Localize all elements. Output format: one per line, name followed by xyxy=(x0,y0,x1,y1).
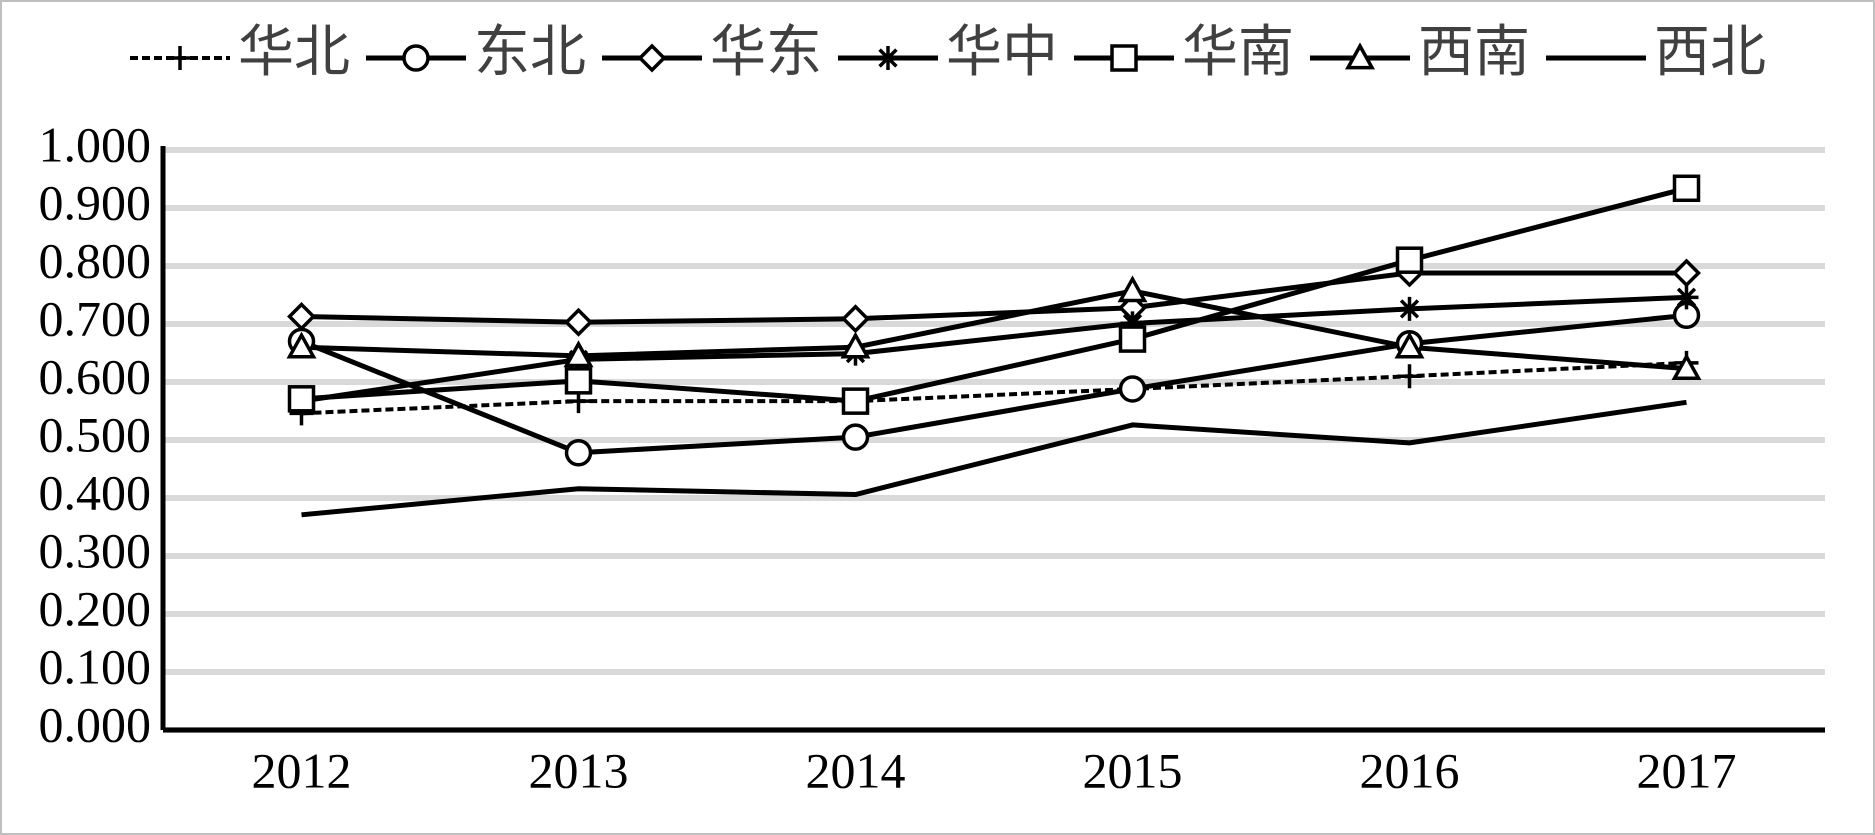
marker xyxy=(402,44,430,72)
x-tick-label: 2014 xyxy=(806,742,906,798)
legend-label: 华北 xyxy=(238,22,350,84)
legend-label: 东北 xyxy=(474,22,586,84)
marker xyxy=(1397,296,1422,321)
series-line xyxy=(301,185,1688,404)
y-tick-label: 0.400 xyxy=(39,464,152,520)
plot xyxy=(286,174,1702,518)
y-tick-label: 0.600 xyxy=(39,348,152,404)
y-tick-label: 0.900 xyxy=(39,174,152,230)
legend-label: 西北 xyxy=(1654,22,1766,84)
y-tick-label: 0.800 xyxy=(39,232,152,288)
marker xyxy=(1672,258,1701,288)
legend-label: 华南 xyxy=(1182,22,1294,84)
marker xyxy=(876,46,900,70)
marker xyxy=(1674,285,1699,310)
marker xyxy=(1110,44,1138,72)
legend-label: 华东 xyxy=(710,22,822,84)
series-line xyxy=(301,399,1687,518)
marker xyxy=(1120,311,1145,336)
marker xyxy=(563,340,594,368)
marker xyxy=(287,385,316,413)
marker xyxy=(1118,375,1147,403)
x-tick-label: 2013 xyxy=(529,742,629,798)
marker xyxy=(1671,353,1702,381)
marker xyxy=(1345,42,1375,70)
marker xyxy=(841,304,870,334)
x-tick-label: 2016 xyxy=(1360,742,1460,798)
marker xyxy=(287,301,316,331)
y-tick-label: 0.300 xyxy=(39,522,152,578)
x-tick-label: 2017 xyxy=(1637,742,1737,798)
marker xyxy=(564,439,593,467)
series-line xyxy=(301,270,1687,325)
marker xyxy=(1397,364,1422,389)
marker xyxy=(564,367,593,395)
marker xyxy=(637,43,667,73)
marker xyxy=(168,46,192,70)
marker xyxy=(564,307,593,337)
marker xyxy=(841,423,870,451)
y-tick-label: 1.000 xyxy=(39,116,152,172)
y-tick-label: 0.100 xyxy=(39,638,152,694)
legend-label: 华中 xyxy=(946,22,1058,84)
marker xyxy=(1118,325,1147,353)
marker xyxy=(1395,246,1424,274)
series-line xyxy=(301,294,1687,404)
y-tick-label: 0.200 xyxy=(39,580,152,636)
marker xyxy=(841,387,870,415)
y-tick-label: 0.700 xyxy=(39,290,152,346)
grid: 0.0000.1000.2000.3000.4000.5000.6000.700… xyxy=(39,116,1825,798)
marker xyxy=(1672,174,1701,203)
y-tick-label: 0.500 xyxy=(39,406,152,462)
marker xyxy=(286,331,317,359)
x-tick-label: 2012 xyxy=(252,742,352,798)
series-line xyxy=(301,360,1687,416)
series-line xyxy=(300,312,1687,456)
y-tick-label: 0.000 xyxy=(39,696,152,752)
x-tick-label: 2015 xyxy=(1083,742,1183,798)
marker xyxy=(1394,331,1425,359)
marker xyxy=(840,331,871,359)
marker xyxy=(1117,275,1148,303)
legend-label: 西南 xyxy=(1418,22,1530,84)
legend: 华北 东北 华东 华中 华南 西南 西北 xyxy=(130,22,1766,84)
series-line xyxy=(301,288,1687,372)
